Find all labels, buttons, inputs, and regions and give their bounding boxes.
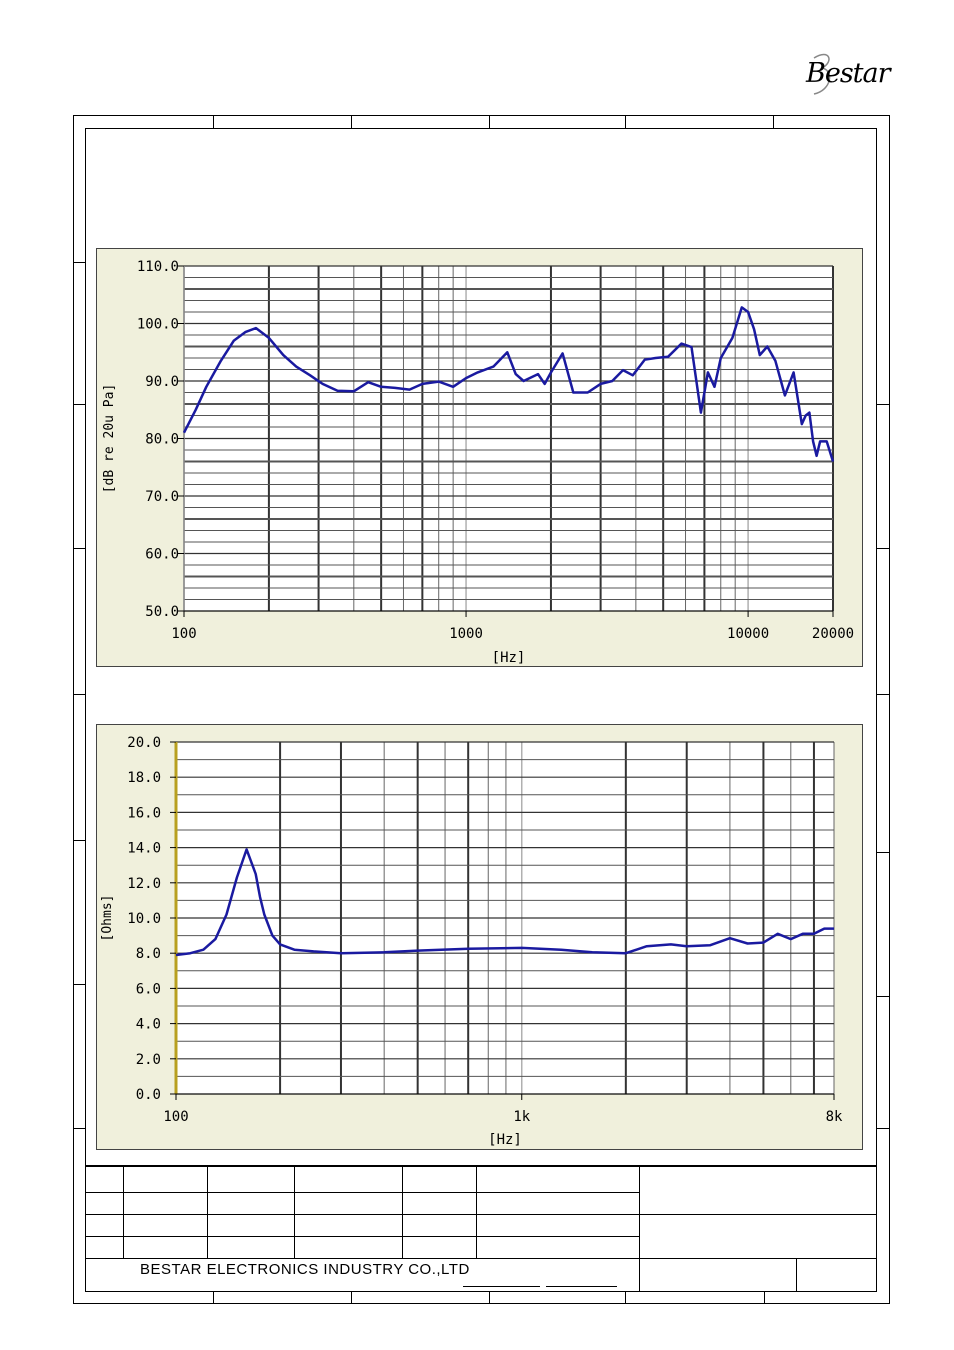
title-block-row-line [85,1236,639,1237]
spl-chart: 110.0 100.0 90.0 80.0 70.0 60.0 50.0 100 1000 100… [102,259,854,666]
signature-line [463,1286,540,1287]
frame-tick [73,984,85,985]
title-block-col-line [796,1258,797,1292]
x-tick-label: 20000 [812,626,854,642]
y-axis-title: [Ohms] [100,895,115,942]
x-axis-title: [Hz] [492,650,526,666]
title-block-col-line [207,1165,208,1258]
frame-tick [73,404,85,405]
frame-tick [213,1292,214,1304]
y-tick-label: 80.0 [145,432,179,448]
spl-chart-panel: 110.0 100.0 90.0 80.0 70.0 60.0 50.0 100 1000 100… [96,248,863,667]
frame-tick [764,1292,765,1304]
y-tick-label: 4.0 [136,1017,161,1033]
signature-line [546,1286,617,1287]
y-tick-label: 14.0 [127,841,161,857]
frame-tick [489,1292,490,1304]
y-tick-label: 6.0 [136,981,161,997]
x-tick-label: 1000 [449,626,483,642]
y-tick-label: 10.0 [127,911,161,927]
frame-tick [73,1128,85,1129]
title-block-col-line [123,1165,124,1258]
frame-tick [73,840,85,841]
x-tick-label: 10000 [727,626,769,642]
bestar-logo [813,53,831,95]
frame-tick [625,1292,626,1304]
x-tick-label: 100 [163,1109,188,1125]
y-tick-label: 50.0 [145,604,179,620]
frame-tick [625,115,626,128]
title-block-row-line [85,1192,639,1193]
y-tick-label: 110.0 [137,259,179,275]
frame-tick [877,996,890,997]
y-tick-label: 90.0 [145,374,179,390]
y-tick-label: 2.0 [136,1052,161,1068]
frame-tick [773,115,774,128]
frame-tick [351,1292,352,1304]
frame-tick [351,115,352,128]
x-tick-label: 1k [513,1109,530,1125]
logo-text: Bestar [806,58,891,89]
company-name: BESTAR ELECTRONICS INDUSTRY CO.,LTD [140,1261,470,1278]
frame-tick [73,548,85,549]
frame-tick [877,548,890,549]
y-tick-label: 70.0 [145,489,179,505]
y-tick-label: 60.0 [145,547,179,563]
outer-frame [73,115,890,1304]
frame-tick [213,115,214,128]
x-axis-title: [Hz] [488,1132,522,1148]
y-tick-label: 18.0 [127,770,161,786]
title-block-col-line [402,1165,403,1258]
x-tick-label: 8k [826,1109,843,1125]
title-block-col-line [639,1165,640,1292]
title-block-col-line [476,1165,477,1258]
y-tick-label: 20.0 [127,735,161,751]
title-block-row-line [85,1214,639,1215]
series-line [175,848,834,957]
impedance-chart: 20.018.016.014.012.010.08.06.04.02.00.01… [100,735,843,1148]
title-block-row-line [639,1214,877,1215]
frame-tick [877,1128,890,1129]
title-block-col-line [294,1165,295,1258]
y-axis-title: [dB re 20u Pa] [102,384,117,494]
y-tick-label: 16.0 [127,805,161,821]
y-tick-label: 100.0 [137,317,179,333]
frame-tick [877,694,890,695]
series-line [182,306,835,462]
inner-frame [85,128,877,1292]
frame-tick [73,262,85,263]
y-tick-label: 0.0 [136,1087,161,1103]
frame-tick [877,852,890,853]
title-block-row-line [85,1258,877,1259]
impedance-chart-panel: 20.0 18.0 16.0 14.0 12.0 10.0 8.0 6.0 4.0 2.0 0.0 1… [96,724,863,1150]
frame-tick [489,115,490,128]
x-tick-label: 100 [171,626,196,642]
frame-tick [73,694,85,695]
y-tick-label: 8.0 [136,946,161,962]
y-tick-label: 12.0 [127,876,161,892]
title-block-top-line [85,1165,877,1167]
frame-tick [877,404,890,405]
